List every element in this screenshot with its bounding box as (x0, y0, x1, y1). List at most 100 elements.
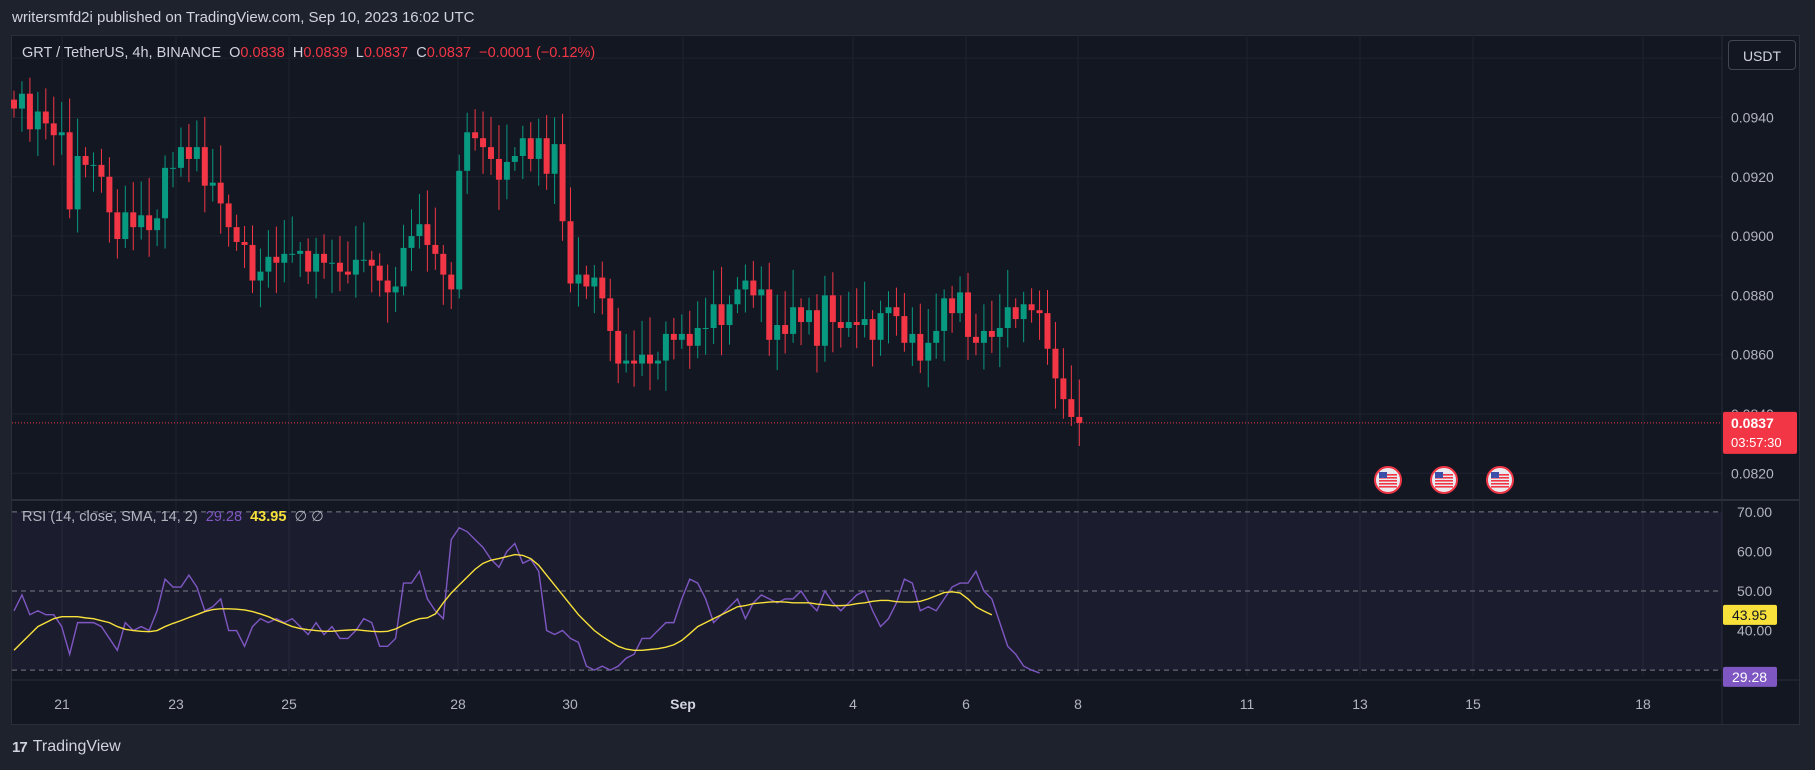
candle-body (34, 111, 41, 130)
chart-container[interactable] (11, 35, 1800, 725)
candle-body (1060, 378, 1067, 400)
candle-body (146, 215, 153, 231)
candle-body (837, 322, 844, 328)
flag-canton (1491, 472, 1499, 478)
candle-body (432, 244, 439, 254)
change-value: −0.0001 (−0.12%) (479, 45, 596, 61)
candle-body (639, 354, 646, 364)
time-tick-label: 25 (281, 696, 297, 712)
symbol-title: GRT / TetherUS, 4h, BINANCE (22, 45, 222, 61)
candle-body (686, 333, 693, 346)
published-line: writersmfd2i published on TradingView.co… (12, 9, 475, 26)
candle-body (893, 307, 900, 317)
candle-body (917, 333, 924, 361)
brand-name: TradingView (32, 738, 121, 755)
candle-body (1036, 310, 1043, 314)
rsi-panel (12, 511, 1722, 674)
candle-body (503, 161, 510, 180)
candle-body (344, 271, 351, 275)
candle-body (694, 327, 701, 346)
candle-body (241, 241, 248, 245)
candle-body (42, 111, 49, 124)
candle-body (305, 250, 312, 272)
candle-body (583, 274, 590, 287)
us-flag-icon (1486, 466, 1514, 494)
candle-body (798, 307, 805, 323)
time-axis: 21 23 25 28 30 Sep 4 6 8 11 13 15 18 (54, 696, 1651, 712)
candle-body (1004, 307, 1011, 328)
candle-body (710, 304, 717, 328)
flag-stripe (1491, 477, 1509, 479)
candle-body (472, 132, 479, 139)
candle-body (66, 132, 73, 210)
candle-body (519, 138, 526, 156)
candle-body (313, 253, 320, 272)
candle-body (138, 215, 145, 228)
candle-body (440, 253, 447, 275)
candle-body (980, 330, 987, 343)
candle-body (901, 316, 908, 343)
candle-body (750, 280, 757, 296)
candle-body (82, 155, 89, 165)
candle-body (1012, 307, 1019, 320)
candle-body (1052, 348, 1059, 379)
candle-body (790, 307, 797, 334)
price-tick-label: 0.0820 (1731, 465, 1774, 481)
candle-body (384, 280, 391, 293)
candle-body (58, 132, 65, 136)
candle-body (448, 274, 455, 290)
candle-body (488, 147, 494, 159)
price-legend: GRT / TetherUS, 4h, BINANCE O0.0838 H0.0… (22, 45, 596, 61)
flag-stripe (1435, 486, 1453, 488)
candle-body (957, 292, 964, 314)
candle-body (853, 322, 860, 326)
candle-body (416, 224, 423, 237)
time-tick-label: Sep (670, 696, 696, 712)
candle-body (122, 212, 129, 240)
candle-body (662, 333, 669, 361)
price-axis: 0.08200.08400.08600.08800.09000.09200.09… (1723, 50, 1797, 481)
flag-stripe (1379, 477, 1397, 479)
rsi-current-value: 29.28 (1732, 669, 1767, 685)
time-tick-label: 15 (1465, 696, 1481, 712)
candle-body (941, 298, 948, 331)
currency-button[interactable]: USDT (1728, 40, 1796, 70)
candle-body (1076, 416, 1083, 423)
candle-body (845, 322, 852, 328)
candle-body (170, 167, 176, 169)
candle-body (273, 256, 280, 263)
time-tick-label: 21 (54, 696, 70, 712)
candle-body (408, 236, 415, 248)
flag-stripe (1379, 483, 1397, 485)
rsi-tick-label: 60.00 (1737, 543, 1772, 559)
candle-body (726, 304, 733, 326)
tradingview-logo[interactable]: 17 TradingView (12, 738, 121, 756)
rsi-sma-badge (1723, 604, 1777, 625)
candle-body (988, 330, 995, 337)
candle-body (543, 138, 550, 174)
rsi-tick-label: 50.00 (1737, 583, 1772, 599)
candle-body (670, 333, 677, 340)
candle-body (336, 262, 343, 272)
candle-body (877, 313, 884, 340)
candle-body (829, 295, 836, 323)
us-flag-icon (1430, 466, 1458, 494)
candle-body (559, 144, 566, 222)
flag-stripe (1491, 480, 1509, 482)
candle-body (909, 333, 916, 343)
candle-body (26, 93, 33, 130)
candle-body (201, 147, 208, 186)
grid (12, 35, 1799, 724)
flag-stripe (1491, 486, 1509, 488)
last-price-badge (1723, 411, 1797, 454)
candle-body (1028, 304, 1035, 311)
candle-body (321, 253, 328, 263)
candle-body (233, 227, 240, 242)
candle-body (567, 221, 574, 284)
candle-body (972, 336, 979, 343)
rsi-sma-legend-value: 43.95 (250, 509, 287, 525)
candle-body (965, 292, 971, 337)
candle-body (575, 274, 582, 284)
rsi-sma-value: 43.95 (1732, 607, 1767, 623)
